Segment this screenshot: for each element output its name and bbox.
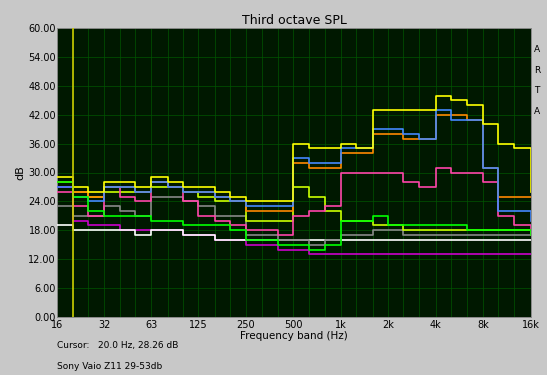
Text: Sony Vaio Z11 29-53db: Sony Vaio Z11 29-53db bbox=[57, 362, 162, 371]
Title: Third octave SPL: Third octave SPL bbox=[242, 14, 346, 27]
Text: R: R bbox=[534, 66, 540, 75]
Text: A: A bbox=[534, 45, 540, 54]
Text: A: A bbox=[534, 107, 540, 116]
Text: Cursor:   20.0 Hz, 28.26 dB: Cursor: 20.0 Hz, 28.26 dB bbox=[57, 341, 179, 350]
Y-axis label: dB: dB bbox=[16, 165, 26, 180]
Text: T: T bbox=[534, 86, 540, 95]
X-axis label: Frequency band (Hz): Frequency band (Hz) bbox=[240, 331, 348, 341]
